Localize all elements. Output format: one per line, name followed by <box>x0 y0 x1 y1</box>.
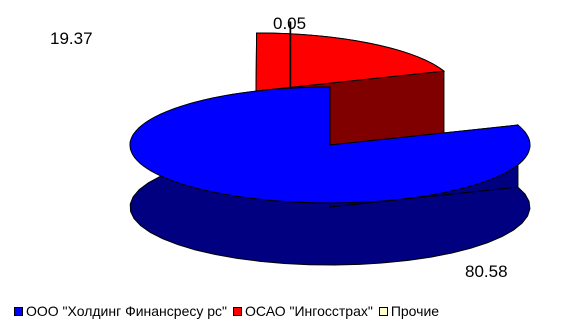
legend-entry-ingosstrakh: ОСАО "Ингосстрах" <box>233 303 373 319</box>
legend-swatch-holding <box>14 306 23 316</box>
slice-top-other <box>289 21 292 81</box>
legend-label-other: Прочие <box>390 303 440 319</box>
data-label-ingosstrakh: 19.37 <box>50 29 93 48</box>
legend-label-ingosstrakh: ОСАО "Ингосстрах" <box>245 303 373 319</box>
slice-top-holding <box>129 86 531 204</box>
legend-label-holding: ООО "Холдинг Финансресу рс" <box>26 303 228 319</box>
legend-swatch-ingosstrakh <box>233 306 243 316</box>
slice-top-ingosstrakh <box>255 32 446 92</box>
legend-entry-holding: ООО "Холдинг Финансресу рс" <box>14 303 227 319</box>
legend: ООО "Холдинг Финансресу рс" ОСАО "Ингосс… <box>14 303 445 319</box>
legend-swatch-other <box>378 306 388 316</box>
data-label-other: 0.05 <box>273 14 306 33</box>
data-label-holding: 80.58 <box>465 262 508 281</box>
legend-entry-other: Прочие <box>378 303 440 319</box>
